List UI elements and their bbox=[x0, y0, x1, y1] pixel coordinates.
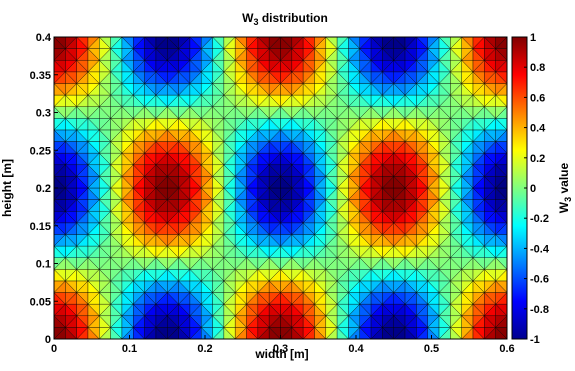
y-tick-label: 0.15 bbox=[30, 221, 51, 233]
y-tick-label: 0.35 bbox=[30, 70, 51, 82]
x-axis-label: width [m] bbox=[254, 347, 308, 361]
y-tick-label: 0.1 bbox=[36, 259, 51, 271]
y-tick-label: 0.3 bbox=[36, 108, 51, 120]
colorbar-tick-label: 0.8 bbox=[530, 62, 545, 74]
x-tick-label: 0 bbox=[51, 343, 57, 355]
x-tick-label: 0.1 bbox=[122, 343, 137, 355]
x-tick-label: 0.2 bbox=[197, 343, 212, 355]
colorbar-tick-label: -0.2 bbox=[530, 213, 549, 225]
colorbar-tick-label: -0.4 bbox=[530, 243, 550, 255]
chart-title: W3 distribution bbox=[242, 11, 328, 27]
y-tick-label: 0.25 bbox=[30, 145, 51, 157]
x-tick-label: 0.5 bbox=[424, 343, 439, 355]
y-tick-label: 0.4 bbox=[36, 32, 52, 44]
colorbar-tick-label: 0 bbox=[530, 183, 536, 195]
colorbar-label: W3 value bbox=[557, 162, 573, 213]
colorbar-axis: -1 -0.8 -0.6 -0.4 -0.2 0 0.2 0.4 0.6 0.8 1 bbox=[524, 32, 550, 346]
y-tick-label: 0 bbox=[45, 334, 51, 346]
x-tick-label: 0.4 bbox=[348, 343, 364, 355]
x-tick-label: 0.3 bbox=[273, 343, 288, 355]
y-tick-label: 0.2 bbox=[36, 183, 51, 195]
colorbar-tick-label: -0.6 bbox=[530, 274, 549, 286]
colorbar-tick-label: 0.2 bbox=[530, 153, 545, 165]
plot-area bbox=[53, 36, 508, 340]
colorbar-tick-label: -0.8 bbox=[530, 304, 549, 316]
x-axis: 0 0.1 0.2 0.3 0.4 0.5 0.6 bbox=[51, 335, 515, 355]
colorbar-tick-label: 1 bbox=[530, 32, 536, 44]
y-tick-label: 0.05 bbox=[30, 296, 51, 308]
x-tick-label: 0.6 bbox=[499, 343, 514, 355]
colorbar-tick-label: 0.6 bbox=[530, 92, 545, 104]
colorbar-tick-label: -1 bbox=[530, 334, 540, 346]
y-axis: 0 0.05 0.1 0.15 0.2 0.25 0.3 0.35 0.4 bbox=[30, 32, 58, 346]
colorbar-tick-label: 0.4 bbox=[530, 123, 546, 135]
y-axis-label: height [m] bbox=[0, 159, 14, 217]
